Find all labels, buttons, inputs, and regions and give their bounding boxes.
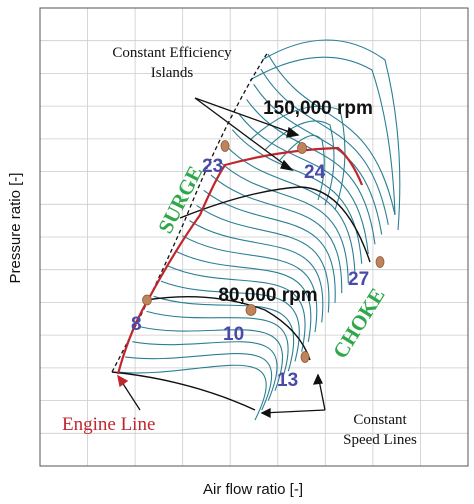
arrow-islands-a-head (286, 126, 300, 138)
marker-13 (300, 351, 310, 363)
speed-lines-label-1: Constant (353, 412, 407, 428)
efficiency-islands (117, 39, 401, 421)
efficiency-contour (153, 295, 295, 372)
efficiency-contour (253, 83, 383, 235)
efficiency-contour (125, 353, 273, 411)
speed-line-low (111, 371, 256, 411)
marker-10 (245, 304, 257, 316)
efficiency-contour (146, 310, 289, 382)
point-label-13: 13 (277, 370, 298, 391)
point-label-23: 23 (202, 156, 223, 177)
speed-label-80k: 80,000 rpm (218, 285, 317, 306)
efficiency-contour (139, 326, 283, 391)
efficiency-island-loop (249, 56, 396, 216)
choke-label: CHOKE (328, 284, 390, 363)
efficiency-contour (174, 250, 312, 342)
efficiency-contour (238, 114, 369, 255)
point-label-27: 27 (348, 269, 369, 290)
y-axis-label: Pressure ratio [-] (7, 173, 24, 284)
arrow-speed-b (261, 409, 326, 414)
operating-point-labels: 23 24 27 8 10 13 (131, 156, 369, 391)
speed-lines-label-2: Speed Lines (343, 432, 417, 448)
arrow-speed-b-head (260, 407, 271, 419)
speed-line-150k (179, 186, 371, 263)
point-label-10: 10 (223, 324, 244, 345)
efficiency-contour (167, 265, 306, 352)
marker-27 (375, 256, 385, 268)
plot-frame (39, 7, 469, 467)
arrow-islands-b (194, 97, 293, 171)
point-label-24: 24 (304, 162, 326, 183)
operating-point-markers (142, 140, 385, 363)
efficiency-contour (189, 220, 324, 323)
efficiency-contour (117, 364, 267, 421)
speed-lines (111, 186, 371, 411)
arrow-speed-a-head (312, 373, 323, 385)
engine-line-label: Engine Line (62, 414, 155, 435)
speed-label-150k: 150,000 rpm (263, 98, 373, 119)
efficiency-contour (210, 174, 343, 294)
efficiency-islands-label-1: Constant Efficiency (112, 45, 232, 61)
marker-24 (297, 142, 307, 154)
efficiency-contour (196, 204, 330, 313)
efficiency-contour (246, 99, 376, 245)
efficiency-contour (260, 68, 389, 225)
efficiency-island-loop (279, 135, 325, 201)
efficiency-contour (217, 159, 349, 284)
efficiency-contour (182, 235, 318, 333)
efficiency-islands-label-2: Islands (151, 65, 194, 81)
efficiency-island-loop (261, 39, 401, 231)
efficiency-contour (267, 53, 396, 216)
efficiency-contour (224, 144, 356, 274)
plot-grid (40, 8, 469, 466)
speed-line-80k (145, 295, 311, 361)
efficiency-island-loop (249, 105, 346, 211)
efficiency-contour (132, 341, 278, 401)
arrow-islands-b-head (280, 159, 294, 171)
marker-8 (142, 294, 152, 306)
surge-line (111, 51, 269, 373)
point-label-8: 8 (131, 314, 142, 335)
arrow-engine-line-head (117, 374, 129, 388)
x-axis-label: Air flow ratio [-] (203, 481, 303, 498)
arrow-islands-a (194, 97, 299, 136)
efficiency-contour (160, 280, 300, 362)
annotation-arrows (117, 97, 326, 419)
marker-23 (220, 140, 230, 152)
efficiency-contour (203, 189, 336, 303)
